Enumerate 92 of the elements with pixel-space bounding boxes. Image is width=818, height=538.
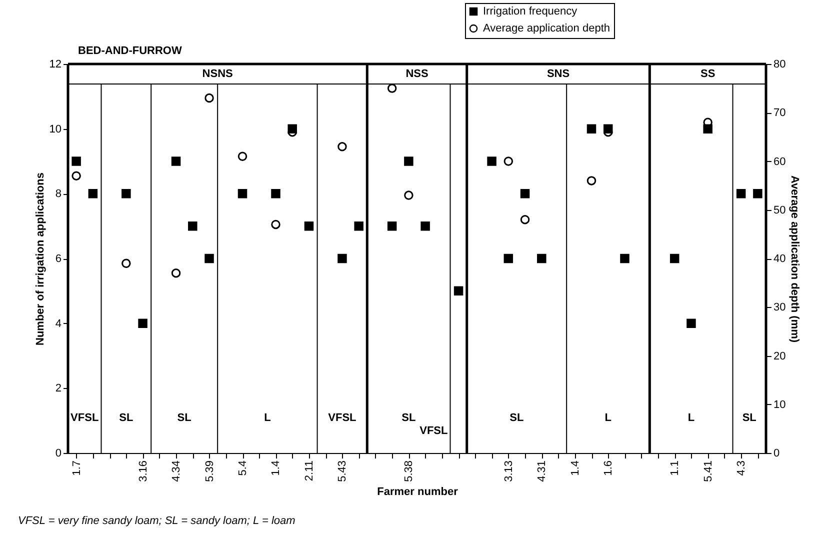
y2-tick-label: 30 xyxy=(774,302,786,314)
y2-tick-label: 60 xyxy=(774,156,786,168)
x-tick-label: 1.6 xyxy=(602,460,615,476)
point xyxy=(504,254,514,264)
annotation: SNS xyxy=(546,68,570,80)
legend-label: Irrigation frequency xyxy=(483,6,578,18)
x-tick-label: 1.7 xyxy=(70,460,83,476)
point xyxy=(404,156,414,166)
y2-tick-label: 40 xyxy=(774,253,786,265)
point xyxy=(238,152,248,162)
x-tick-label: 3.13 xyxy=(502,460,515,482)
y-tick-label: 2 xyxy=(55,382,62,395)
y-axis-title: Number of irrigation applications xyxy=(34,172,46,346)
y2-tick-label: 20 xyxy=(774,350,786,362)
y2-axis-title: Average application depth (mm) xyxy=(788,175,801,343)
x-tick-label: 5.39 xyxy=(204,460,216,482)
point xyxy=(520,214,530,224)
point xyxy=(404,190,414,200)
point xyxy=(387,221,397,231)
y2-tick-label: 0 xyxy=(774,448,780,460)
point xyxy=(122,189,131,198)
point xyxy=(338,254,347,264)
x-tick-label: 5.4 xyxy=(237,460,249,476)
annotation: SL xyxy=(177,412,192,424)
x-tick-label: 1.4 xyxy=(569,460,582,476)
point xyxy=(586,176,596,186)
x-tick-label: 1.4 xyxy=(270,460,282,476)
point xyxy=(537,254,546,264)
y-tick-label: 0 xyxy=(55,448,62,460)
point xyxy=(138,318,148,328)
y-tick-label: 8 xyxy=(55,188,62,200)
annotation: SL xyxy=(742,412,757,424)
x-tick-label: 5.41 xyxy=(702,460,714,482)
text: VFSL = very fine sandy loam; SL = sandy loam; L = loam xyxy=(18,515,296,527)
x-tick-label: 1.1 xyxy=(669,460,682,476)
point xyxy=(238,189,248,198)
annotation: SS xyxy=(700,68,716,80)
point xyxy=(586,124,596,134)
point xyxy=(171,268,181,278)
point xyxy=(753,189,762,198)
point xyxy=(122,258,131,268)
y-tick-label: 10 xyxy=(49,123,62,136)
x-tick-label: 5.38 xyxy=(403,460,416,482)
annotation: VFSL xyxy=(420,425,448,437)
y2-tick-label: 70 xyxy=(774,107,786,120)
annotation: L xyxy=(264,412,272,424)
x-tick-label: 4.3 xyxy=(736,460,748,476)
chart-title: BED-AND-FURROW xyxy=(78,45,182,57)
annotation: SL xyxy=(402,412,416,424)
point xyxy=(520,189,530,198)
x-tick-label: 4.34 xyxy=(170,460,183,482)
x-tick-label: 4.31 xyxy=(536,460,548,482)
annotation: SL xyxy=(510,412,524,424)
point xyxy=(271,220,280,230)
point xyxy=(420,221,430,231)
point xyxy=(204,254,214,264)
point xyxy=(454,286,464,296)
y2-tick-label: 80 xyxy=(774,58,786,70)
point xyxy=(504,156,514,166)
y2-tick-label: 50 xyxy=(774,204,786,216)
point xyxy=(304,221,314,231)
point xyxy=(188,221,198,231)
annotation: VFSL xyxy=(328,412,357,424)
point xyxy=(620,254,630,264)
y-tick-label: 12 xyxy=(49,58,62,70)
annotation: L xyxy=(688,412,695,424)
point xyxy=(171,156,181,166)
point xyxy=(387,84,397,93)
annotation: L xyxy=(604,412,612,424)
x-tick-label: 3.16 xyxy=(137,460,150,482)
x-tick-label: 2.11 xyxy=(303,460,316,482)
y-tick-label: 4 xyxy=(55,318,62,330)
point xyxy=(338,142,347,152)
x-axis-title: Farmer number xyxy=(377,486,459,498)
point xyxy=(271,189,280,198)
y2-tick-label: 10 xyxy=(774,398,786,411)
point xyxy=(686,318,696,328)
point xyxy=(354,221,364,231)
point xyxy=(72,156,81,166)
annotation: SL xyxy=(119,412,134,424)
annotation: NSS xyxy=(406,68,428,80)
y-tick-label: 6 xyxy=(55,253,62,265)
annotation: NSNS xyxy=(202,68,233,80)
point xyxy=(487,156,496,166)
point xyxy=(72,171,81,180)
point xyxy=(670,254,680,264)
legend-label: Average application depth xyxy=(483,22,610,34)
point xyxy=(204,93,214,103)
point xyxy=(736,189,746,198)
point xyxy=(88,189,98,198)
x-tick-label: 5.43 xyxy=(336,460,349,482)
annotation: VFSL xyxy=(70,412,99,424)
